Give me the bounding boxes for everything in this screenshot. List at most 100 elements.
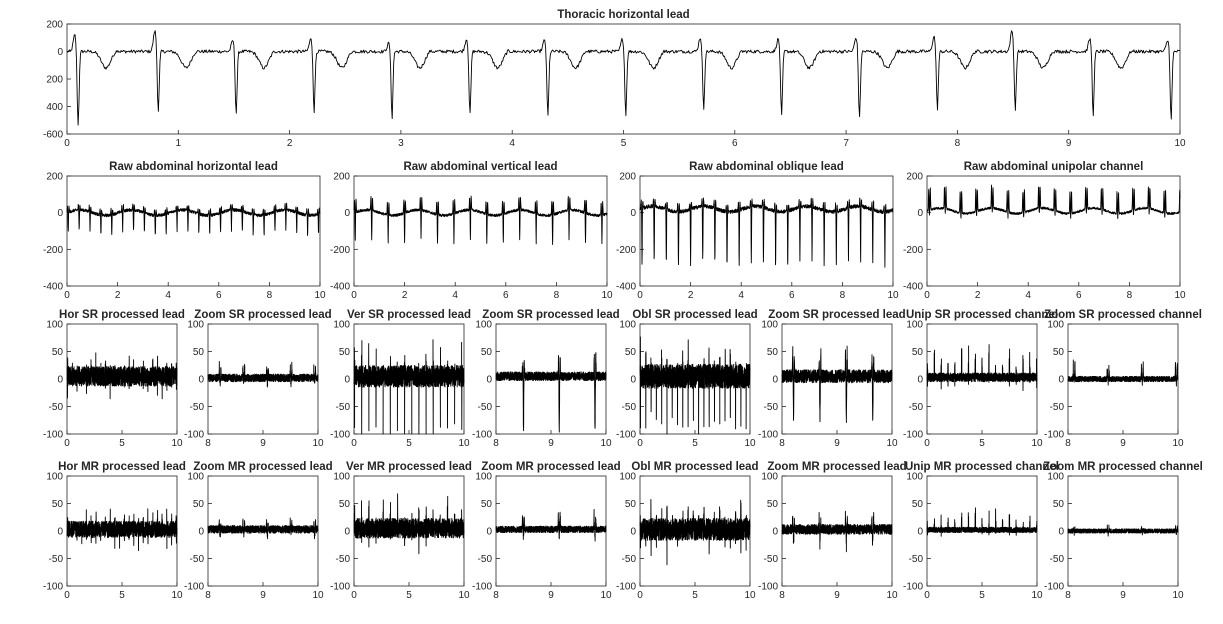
x-tick-label: 10 xyxy=(1172,590,1184,601)
x-tick-label: 9 xyxy=(1066,138,1072,149)
y-tick-label: 0 xyxy=(198,527,204,538)
plot-frame xyxy=(353,175,608,287)
y-tick-label: -400 xyxy=(43,282,63,293)
y-tick-label: -50 xyxy=(1050,554,1065,565)
x-tick-label: 0 xyxy=(924,590,930,601)
y-tick-label: 400 xyxy=(46,102,63,113)
y-tick-label: 0 xyxy=(1058,527,1064,538)
signal-trace xyxy=(66,30,1180,126)
x-tick-label: 10 xyxy=(600,590,612,601)
plot-panel: Raw abdominal horizontal lead 0 2 4 6 8 10 200 0… xyxy=(43,161,326,301)
y-tick-label: 100 xyxy=(1047,472,1064,483)
y-tick-label: 50 xyxy=(52,499,64,510)
y-tick-label: -100 xyxy=(184,582,204,593)
x-tick-label: 9 xyxy=(1120,438,1126,449)
x-tick-label: 10 xyxy=(1172,438,1184,449)
x-tick-label: 2 xyxy=(975,290,981,301)
y-tick-label: 50 xyxy=(339,499,351,510)
y-tick-label: -50 xyxy=(909,554,924,565)
y-tick-label: -100 xyxy=(616,582,636,593)
x-tick-label: 10 xyxy=(887,290,899,301)
y-tick-label: 100 xyxy=(761,320,778,331)
y-tick-label: 0 xyxy=(772,527,778,538)
x-tick-label: 0 xyxy=(64,290,70,301)
x-tick-label: 0 xyxy=(64,138,70,149)
y-tick-label: 0 xyxy=(917,527,923,538)
plot-title: Unip SR processed channel xyxy=(906,309,1058,321)
y-tick-label: 100 xyxy=(761,472,778,483)
y-tick-label: 50 xyxy=(767,347,779,358)
x-tick-label: 0 xyxy=(924,290,930,301)
y-tick-label: 100 xyxy=(187,320,204,331)
x-tick-label: 8 xyxy=(779,590,785,601)
plot-panel: Raw abdominal oblique lead 0 2 4 6 8 10 200 0 -20… xyxy=(616,161,899,301)
x-tick-label: 5 xyxy=(692,438,698,449)
plot-title: Zoom MR processed lead xyxy=(193,461,332,473)
plot-title: Zoom SR processed lead xyxy=(768,309,905,321)
x-tick-label: 8 xyxy=(205,590,211,601)
y-tick-label: 0 xyxy=(57,375,63,386)
signal-trace xyxy=(639,336,751,435)
y-tick-label: 50 xyxy=(481,499,493,510)
y-tick-label: 50 xyxy=(52,347,64,358)
x-tick-label: 2 xyxy=(287,138,293,149)
x-tick-label: 8 xyxy=(493,590,499,601)
signal-trace xyxy=(207,517,319,540)
plot-panel: Obl MR processed lead 0 5 10 100 50 0 -50 -100 xyxy=(616,461,759,601)
y-tick-label: 200 xyxy=(46,20,63,31)
plot-panel: Unip MR processed channel 0 5 10 100 50 0 -50 -1… xyxy=(903,461,1059,601)
x-tick-label: 4 xyxy=(738,290,744,301)
signal-trace xyxy=(1067,359,1179,387)
signal-trace xyxy=(66,508,178,552)
y-tick-label: 200 xyxy=(906,172,923,183)
y-tick-label: 100 xyxy=(619,320,636,331)
x-tick-label: 9 xyxy=(548,438,554,449)
y-tick-label: -100 xyxy=(903,430,923,441)
plot-panel: Thoracic horizontal lead 0 1 2 3 4 5 6 7 8 9 10 200 0… xyxy=(43,9,1186,149)
x-tick-label: 0 xyxy=(64,590,70,601)
signal-trace xyxy=(781,510,893,553)
x-tick-label: 8 xyxy=(493,438,499,449)
x-tick-label: 4 xyxy=(452,290,458,301)
x-tick-label: 10 xyxy=(314,290,326,301)
signal-trace xyxy=(781,345,893,423)
plot-title: Ver MR processed lead xyxy=(346,461,472,473)
y-tick-label: -200 xyxy=(616,245,636,256)
y-tick-label: -50 xyxy=(336,402,351,413)
x-tick-label: 0 xyxy=(924,438,930,449)
y-tick-label: -100 xyxy=(1044,430,1064,441)
plot-panel: Hor SR processed lead 0 5 10 100 50 0 -50 -100 xyxy=(43,309,185,449)
y-tick-label: -100 xyxy=(472,582,492,593)
x-tick-label: 5 xyxy=(979,438,985,449)
x-tick-label: 10 xyxy=(1031,438,1043,449)
signal-trace xyxy=(926,344,1038,392)
y-tick-label: 200 xyxy=(46,172,63,183)
x-tick-label: 3 xyxy=(398,138,404,149)
plot-title: Ver SR processed lead xyxy=(347,309,471,321)
plot-title: Zoom MR processed channel xyxy=(1043,461,1203,473)
y-tick-label: -100 xyxy=(184,430,204,441)
plot-panel: Obl SR processed lead 0 5 10 100 50 0 -50 -100 xyxy=(616,309,758,449)
plot-title: Raw abdominal vertical lead xyxy=(403,161,557,173)
x-tick-label: 10 xyxy=(601,290,613,301)
y-tick-label: -50 xyxy=(478,554,493,565)
x-tick-label: 5 xyxy=(406,590,412,601)
y-tick-label: -50 xyxy=(909,402,924,413)
x-tick-label: 5 xyxy=(406,438,412,449)
plot-panel: Zoom MR processed lead 8 9 10 100 50 0 -50 -100 xyxy=(758,461,907,601)
plot-title: Thoracic horizontal lead xyxy=(557,9,689,21)
plot-panel: Zoom SR processed channel 8 9 10 100 50 0 -50 -1… xyxy=(1044,309,1202,449)
y-tick-label: -100 xyxy=(472,430,492,441)
x-tick-label: 5 xyxy=(621,138,627,149)
y-tick-label: 100 xyxy=(46,320,63,331)
x-tick-label: 6 xyxy=(1076,290,1082,301)
x-tick-label: 10 xyxy=(312,438,324,449)
plot-title: Zoom SR processed lead xyxy=(194,309,331,321)
plot-title: Raw abdominal horizontal lead xyxy=(109,161,278,173)
x-tick-label: 9 xyxy=(834,590,840,601)
plot-panel: Zoom SR processed lead 8 9 10 100 50 0 -50 -100 xyxy=(184,309,332,449)
y-tick-label: 0 xyxy=(344,375,350,386)
y-tick-label: -50 xyxy=(49,554,64,565)
y-tick-label: -200 xyxy=(330,245,350,256)
